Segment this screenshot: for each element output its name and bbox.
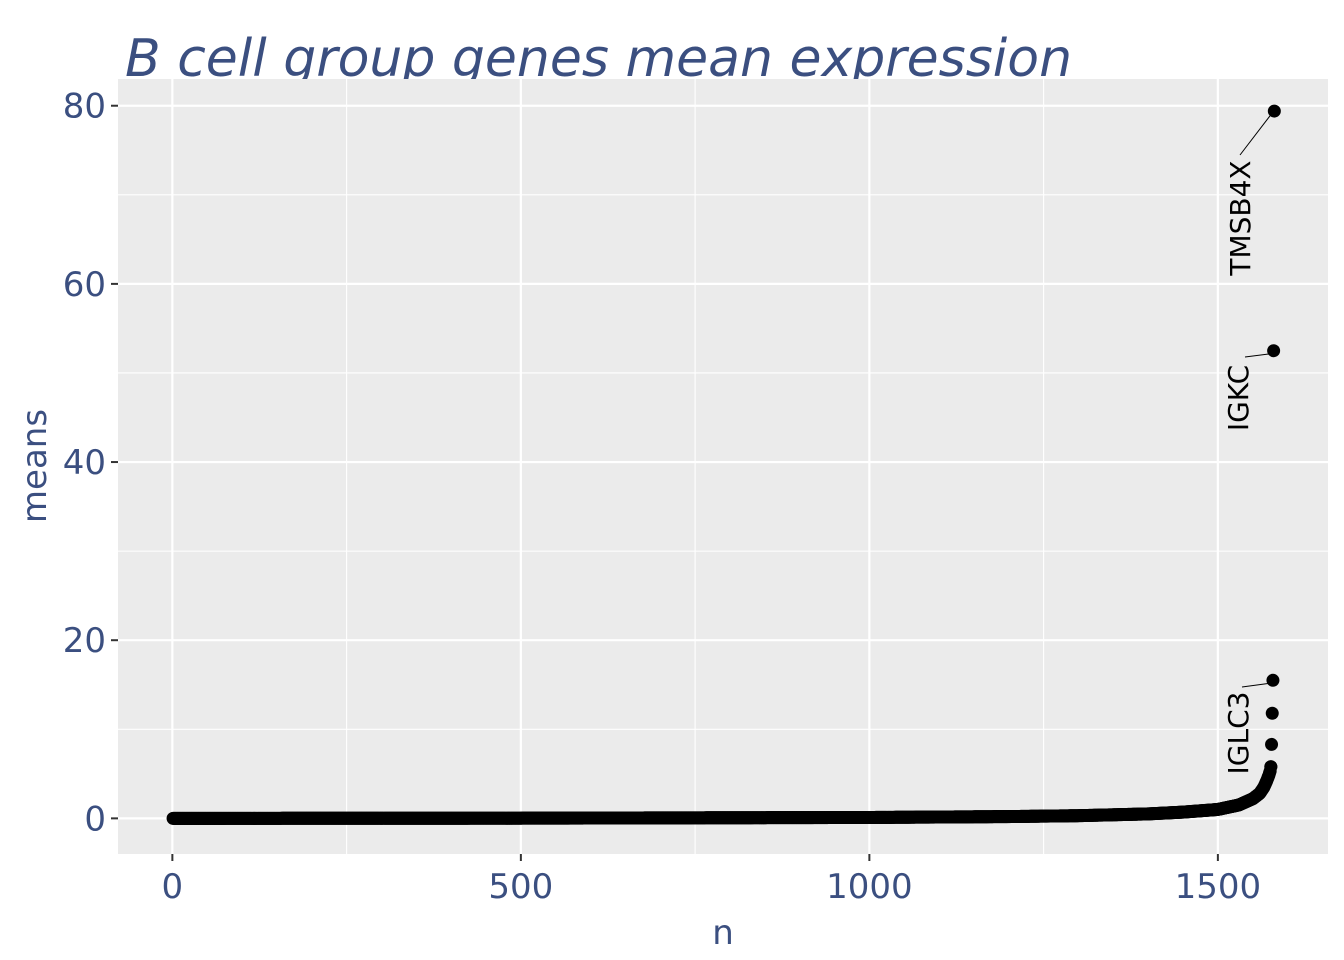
y-tick-label: 0: [84, 799, 106, 839]
y-tick-label: 40: [63, 443, 106, 483]
y-tick-label: 80: [63, 87, 106, 127]
y-tick-label: 60: [63, 265, 106, 305]
y-axis: 0 20 40 60 80: [63, 87, 118, 839]
x-tick-label: 0: [162, 867, 184, 907]
label-leader-line: [1241, 682, 1271, 688]
data-point: [1265, 737, 1279, 751]
label-leader-line: [1244, 353, 1271, 358]
x-tick-label: 1500: [1175, 867, 1262, 907]
gene-label-igkc: IGKC: [1222, 365, 1255, 431]
data-point: [1264, 760, 1278, 774]
x-tick-label: 500: [488, 867, 553, 907]
y-axis-label: means: [15, 409, 55, 523]
plot-panel: [118, 79, 1328, 854]
x-tick-label: 1000: [826, 867, 913, 907]
data-point: [1266, 673, 1280, 687]
x-axis-label: n: [712, 913, 734, 953]
data-point: [1265, 706, 1279, 720]
label-leader-line: [1239, 113, 1272, 156]
gene-label-iglc3: IGLC3: [1222, 692, 1255, 775]
y-tick-label: 20: [63, 621, 106, 661]
data-point: [1267, 344, 1281, 358]
minor-grid: [118, 79, 1328, 854]
data-points: [166, 104, 1281, 825]
gene-label-tmsb4x: TMSB4X: [1224, 160, 1257, 276]
x-axis: 0 500 1000 1500: [162, 854, 1262, 907]
gene-labels: TMSB4X IGKC IGLC3: [1222, 113, 1272, 775]
